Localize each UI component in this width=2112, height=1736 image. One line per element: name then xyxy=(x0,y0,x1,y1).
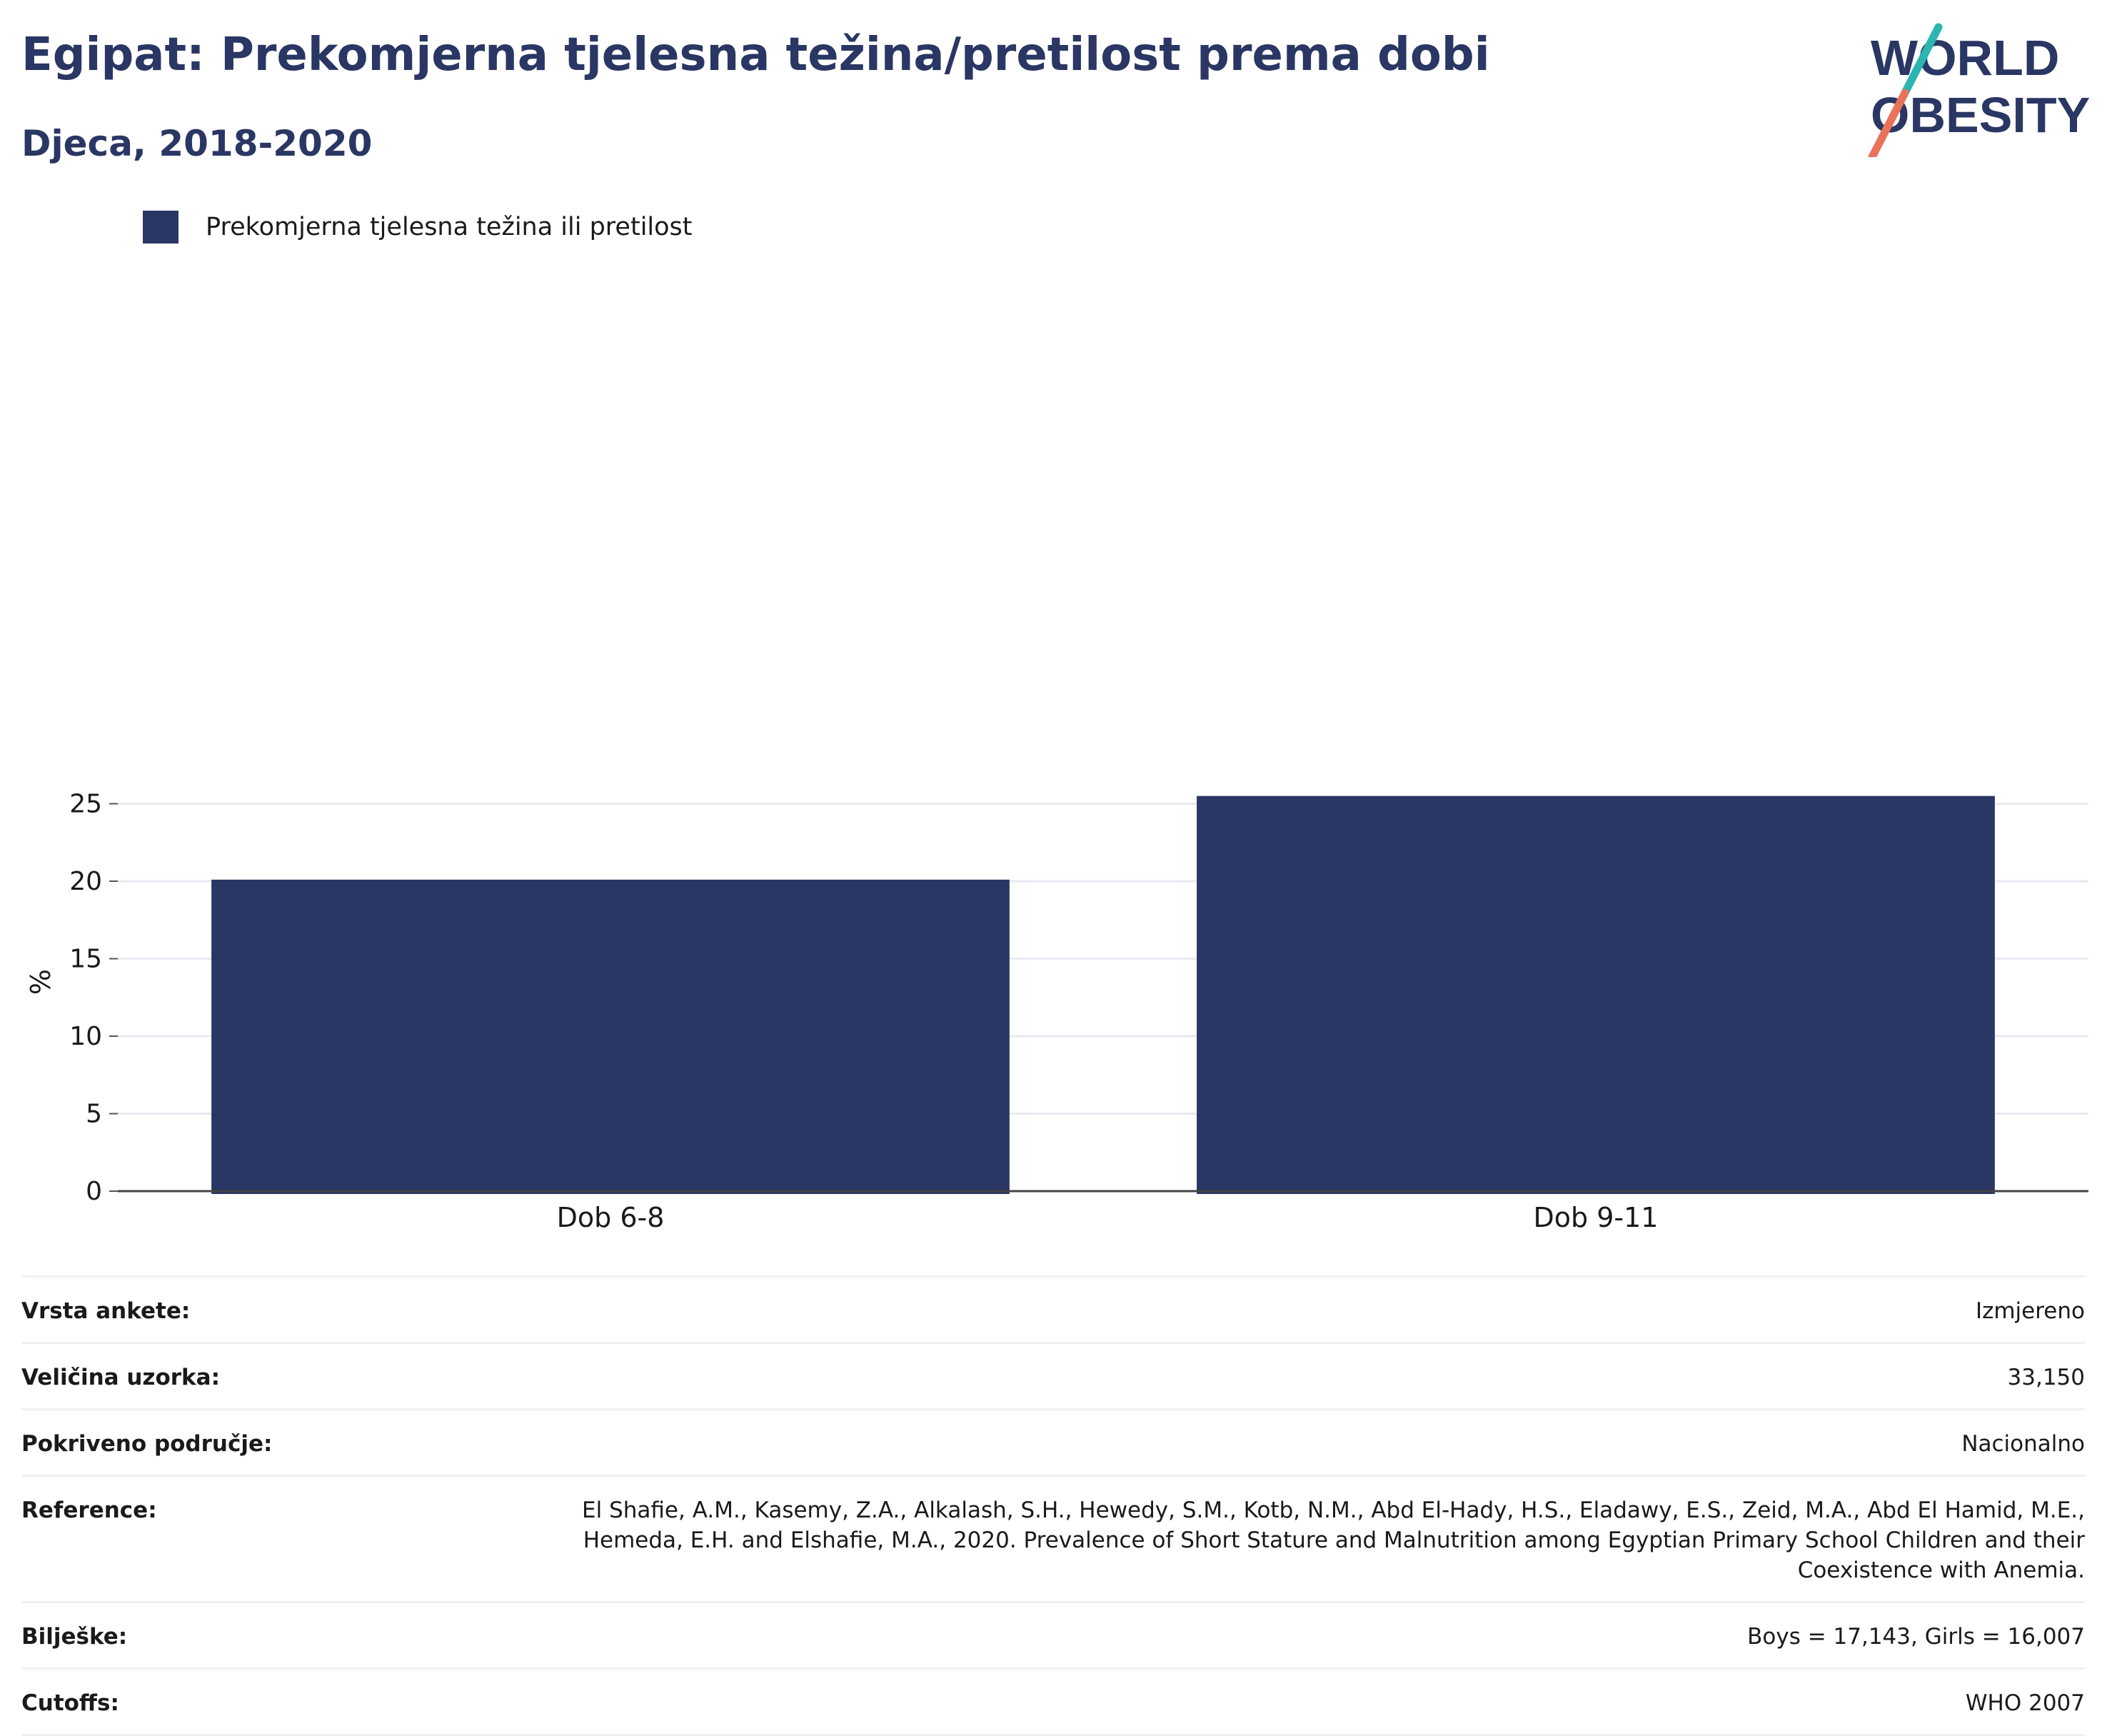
y-tick-label: 5 xyxy=(86,1100,102,1129)
info-row: Cutoffs: WHO 2007 xyxy=(21,1667,2085,1736)
info-label: Veličina uzorka: xyxy=(21,1365,220,1390)
info-row: Bilješke: Boys = 17,143, Girls = 16,007 xyxy=(21,1601,2085,1667)
y-tick-label: 25 xyxy=(69,790,102,819)
info-label: Cutoffs: xyxy=(21,1690,119,1716)
y-tick-label: 10 xyxy=(69,1022,102,1051)
y-axis-title: % xyxy=(25,969,56,995)
legend-swatch xyxy=(143,211,178,244)
info-value: WHO 2007 xyxy=(1965,1690,2085,1716)
info-row: Reference: El Shafie, A.M., Kasemy, Z.A.,… xyxy=(21,1475,2085,1601)
info-value: El Shafie, A.M., Kasemy, Z.A., Alkalash,… xyxy=(582,1497,2085,1583)
page-subtitle: Djeca, 2018-2020 xyxy=(21,123,373,164)
bar-chart: 0 5 10 15 20 25 Dob 6-8 Dob 9-11% xyxy=(25,790,2088,1233)
svg-text:WORLD: WORLD xyxy=(1871,30,2059,86)
legend-label: Prekomjerna tjelesna težina ili pretilos… xyxy=(206,213,693,241)
bar-dob-6-8 xyxy=(211,879,1010,1194)
info-value: Boys = 17,143, Girls = 16,007 xyxy=(1747,1624,2085,1650)
bar-dob-9-11 xyxy=(1197,796,1995,1194)
info-label: Vrsta ankete: xyxy=(21,1298,191,1324)
info-row: Pokriveno područje: Nacionalno xyxy=(21,1408,2085,1475)
info-value: Nacionalno xyxy=(1961,1431,2085,1457)
info-value: 33,150 xyxy=(2007,1365,2085,1390)
info-value: Izmjereno xyxy=(1975,1298,2085,1324)
chart-legend: Prekomjerna tjelesna težina ili pretilos… xyxy=(143,211,693,244)
y-tick-label: 0 xyxy=(86,1177,102,1206)
page-title: Egipat: Prekomjerna tjelesna težina/pret… xyxy=(21,29,1490,81)
x-tick-label: Dob 9-11 xyxy=(1534,1202,1659,1233)
world-obesity-logo: WORLD OBESITY xyxy=(1868,23,2090,157)
info-label: Pokriveno područje: xyxy=(21,1431,273,1457)
info-row: Vrsta ankete: Izmjereno xyxy=(21,1275,2085,1342)
y-tick-label: 20 xyxy=(69,867,102,896)
info-label: Reference: xyxy=(21,1497,157,1523)
info-row: Veličina uzorka: 33,150 xyxy=(21,1342,2085,1408)
info-label: Bilješke: xyxy=(21,1624,128,1650)
survey-info-table: Vrsta ankete: Izmjereno Veličina uzorka: 33… xyxy=(21,1275,2085,1736)
x-tick-label: Dob 6-8 xyxy=(557,1202,665,1233)
y-tick-label: 15 xyxy=(69,945,102,974)
